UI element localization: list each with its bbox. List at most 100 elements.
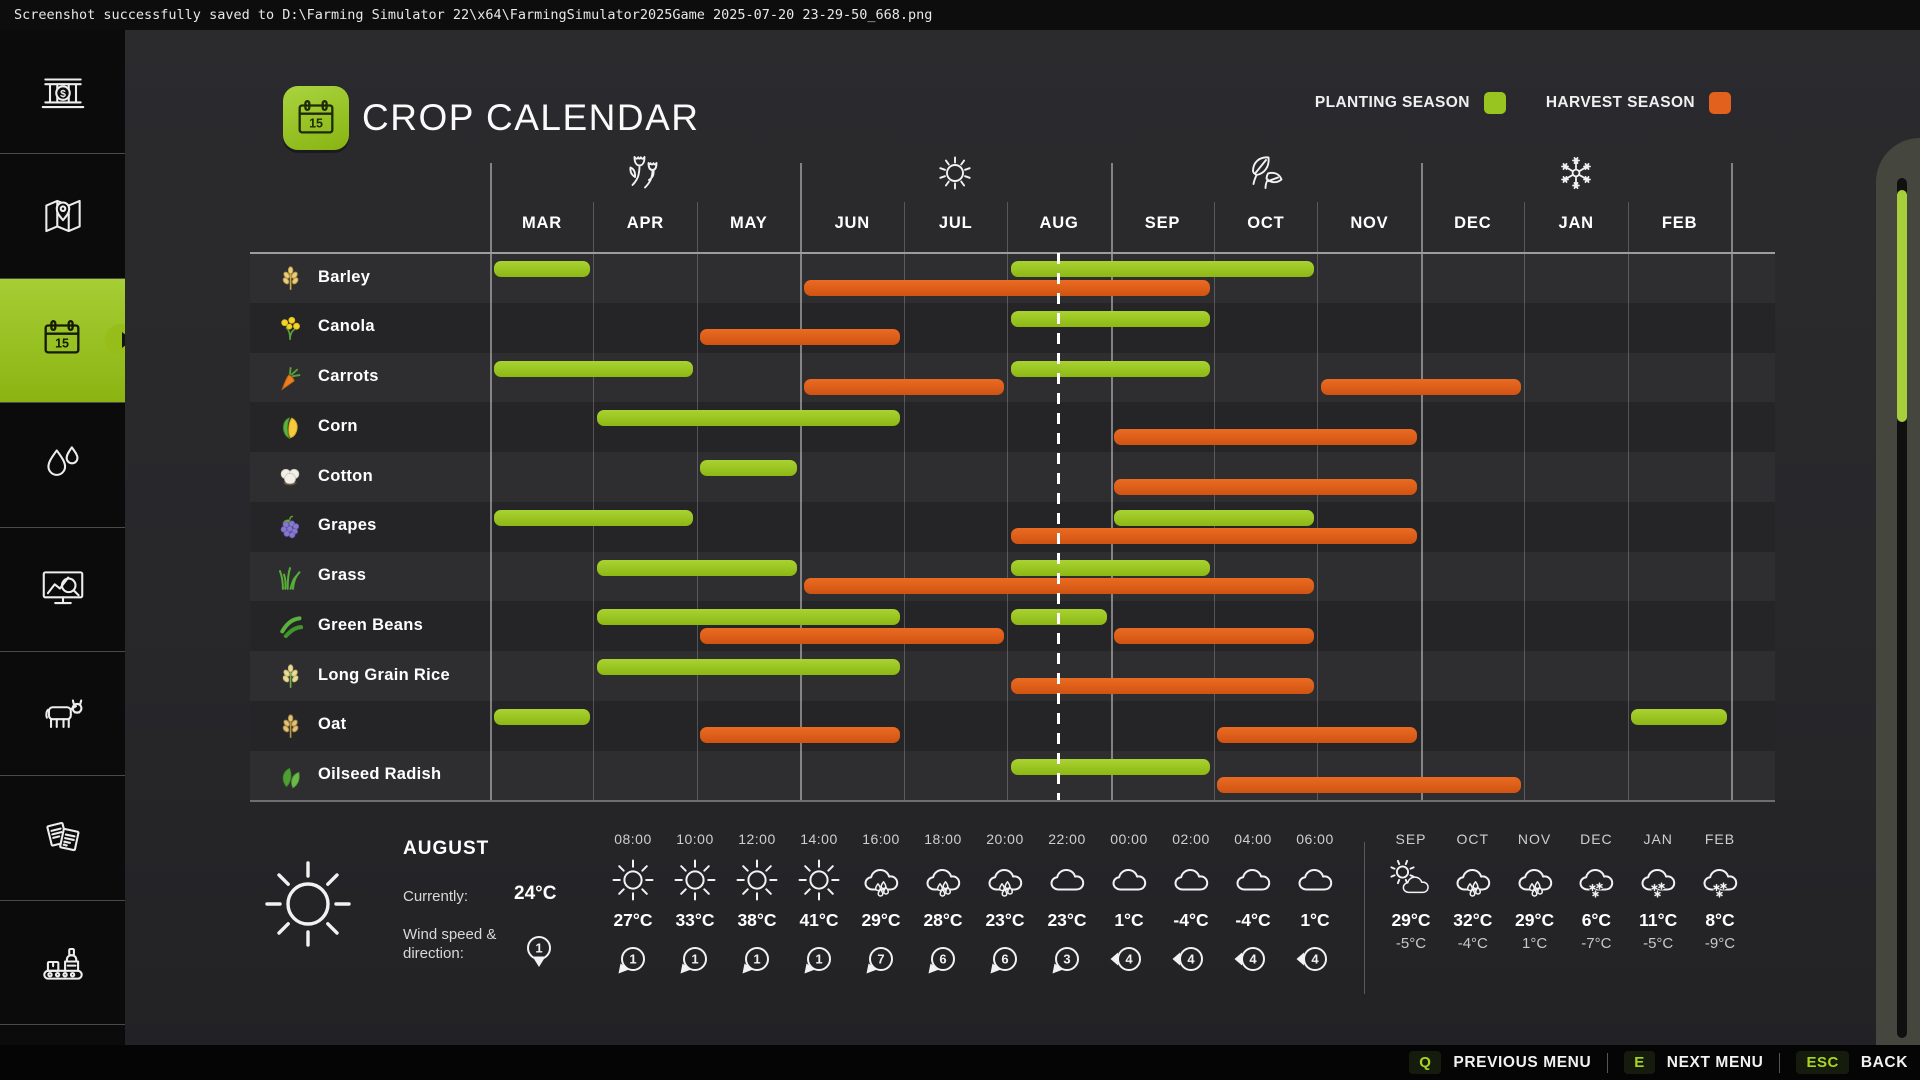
planting-bar <box>596 410 901 427</box>
forecast-low-temp: -5°C <box>1643 935 1674 952</box>
crop-name: Oilseed Radish <box>318 765 442 783</box>
month-gridline <box>593 202 595 800</box>
forecast-temp: 1°C <box>1300 910 1330 930</box>
forecast-low-temp: -5°C <box>1395 935 1427 952</box>
wind-direction-pin-icon: 1 <box>517 928 561 974</box>
contracts-icon <box>37 812 89 864</box>
crop-row <box>250 750 1775 801</box>
snow-icon <box>1573 855 1619 905</box>
planting-bar <box>1010 310 1211 327</box>
planting-bar <box>1631 708 1728 725</box>
crop-row <box>250 352 1775 403</box>
crop-name: Carrots <box>318 367 379 385</box>
key-badge: E <box>1624 1051 1655 1074</box>
menu-divider <box>1607 1052 1609 1073</box>
month-gridline <box>1627 202 1629 800</box>
wind-pin-icon: 6 <box>983 935 1027 985</box>
crop-calendar-icon: 15 <box>283 86 349 150</box>
crop-name: Grapes <box>318 516 377 535</box>
svg-text:7: 7 <box>877 952 884 967</box>
sun-icon <box>796 855 842 905</box>
hourly-forecast-column: 16:00 29°C 7 <box>849 831 913 985</box>
sidebar-item-production[interactable] <box>0 901 125 1026</box>
planting-bar <box>1010 758 1211 775</box>
planting-bar <box>493 360 694 377</box>
forecast-temp: 23°C <box>985 910 1025 930</box>
sidebar-item-chart[interactable] <box>0 1025 125 1045</box>
forecast-temp: -4°C <box>1173 910 1209 930</box>
winter-icon <box>1553 150 1599 196</box>
svg-text:15: 15 <box>309 117 323 131</box>
monthly-forecast-column: NOV 29°C 1°C <box>1503 831 1567 959</box>
sidebar-item-cow[interactable] <box>0 652 125 777</box>
sun-icon <box>734 855 780 905</box>
month-label: OCT <box>1247 214 1285 232</box>
rain-icon <box>1512 855 1558 905</box>
autumn-icon <box>1243 150 1289 196</box>
hourly-forecast-column: 20:00 23°C 6 <box>973 831 1037 985</box>
season-gridline <box>1731 163 1733 800</box>
canola-icon <box>277 315 303 341</box>
forecast-high-temp: 29°C <box>1391 910 1431 930</box>
sun-icon <box>610 855 656 905</box>
hourly-forecast-column: 08:00 27°C 1 <box>601 831 665 985</box>
forecast-low-temp: -4°C <box>1457 935 1488 952</box>
forecast-time: 20:00 <box>986 831 1024 847</box>
price-monitor-icon <box>37 563 89 615</box>
svg-text:1: 1 <box>691 952 698 967</box>
planting-bar <box>493 509 694 526</box>
sidebar-item-documents[interactable] <box>0 776 125 901</box>
crop-name: Canola <box>318 317 375 336</box>
planting-bar <box>1010 559 1211 576</box>
menu-item-back[interactable]: ESC BACK <box>1796 1051 1908 1074</box>
season-gridline <box>490 163 492 800</box>
chart-bottom-line <box>250 800 1775 802</box>
month-label: AUG <box>1039 214 1079 232</box>
sidebar-item-map[interactable] <box>0 154 125 279</box>
forecast-time: 00:00 <box>1110 831 1148 847</box>
scrollbar-track[interactable] <box>1897 178 1907 1038</box>
bank-icon: $ <box>37 66 89 118</box>
map-icon <box>37 190 89 242</box>
hourly-forecast-column: 18:00 28°C 6 <box>911 831 975 985</box>
sidebar-item-bank[interactable]: $ <box>0 30 125 155</box>
harvest-bar <box>1010 528 1418 545</box>
menu-item-previous-menu[interactable]: Q PREVIOUS MENU <box>1409 1051 1591 1074</box>
crop-row <box>250 601 1775 651</box>
harvest-bar <box>1114 627 1314 644</box>
wind-pin-icon: 4 <box>1107 935 1151 985</box>
forecast-month: FEB <box>1704 831 1736 847</box>
hourly-forecast-column: 04:00 -4°C 4 <box>1221 831 1285 985</box>
forecast-time: 04:00 <box>1234 831 1272 847</box>
svg-text:$: $ <box>60 89 66 100</box>
svg-text:6: 6 <box>1001 952 1008 967</box>
sidebar-item-calendar[interactable]: 15 <box>0 278 125 404</box>
svg-text:15: 15 <box>55 337 69 351</box>
harvest-bar <box>1217 777 1521 793</box>
cloud-icon <box>1168 855 1214 905</box>
rice-icon <box>277 663 303 689</box>
hourly-forecast-column: 00:00 1°C 4 <box>1097 831 1161 985</box>
grapes-icon <box>277 514 303 540</box>
scrollbar-thumb[interactable] <box>1897 190 1907 422</box>
planting-bar <box>596 659 901 675</box>
harvest-bar <box>1217 727 1418 744</box>
sidebar-item-drops[interactable] <box>0 403 125 528</box>
harvest-bar <box>803 379 1004 395</box>
forecast-month: DEC <box>1580 831 1613 847</box>
menu-item-label: PREVIOUS MENU <box>1453 1053 1592 1071</box>
menu-item-next-menu[interactable]: E NEXT MENU <box>1624 1051 1763 1074</box>
planting-bar <box>493 708 590 725</box>
svg-text:4: 4 <box>1187 952 1195 967</box>
partly-sunny-icon <box>1388 855 1434 905</box>
sidebar-item-monitor[interactable] <box>0 528 125 652</box>
planting-bar <box>596 609 901 626</box>
summer-icon <box>932 150 978 196</box>
wind-pin-icon: 1 <box>797 935 841 985</box>
currently-value: 24°C <box>514 883 557 904</box>
forecast-temp: 23°C <box>1047 910 1087 930</box>
forecast-temp: 41°C <box>799 910 839 930</box>
forecast-temp: 29°C <box>861 910 901 930</box>
forecast-temp: -4°C <box>1235 910 1271 930</box>
wind-pin-icon: 3 <box>1045 935 1089 985</box>
